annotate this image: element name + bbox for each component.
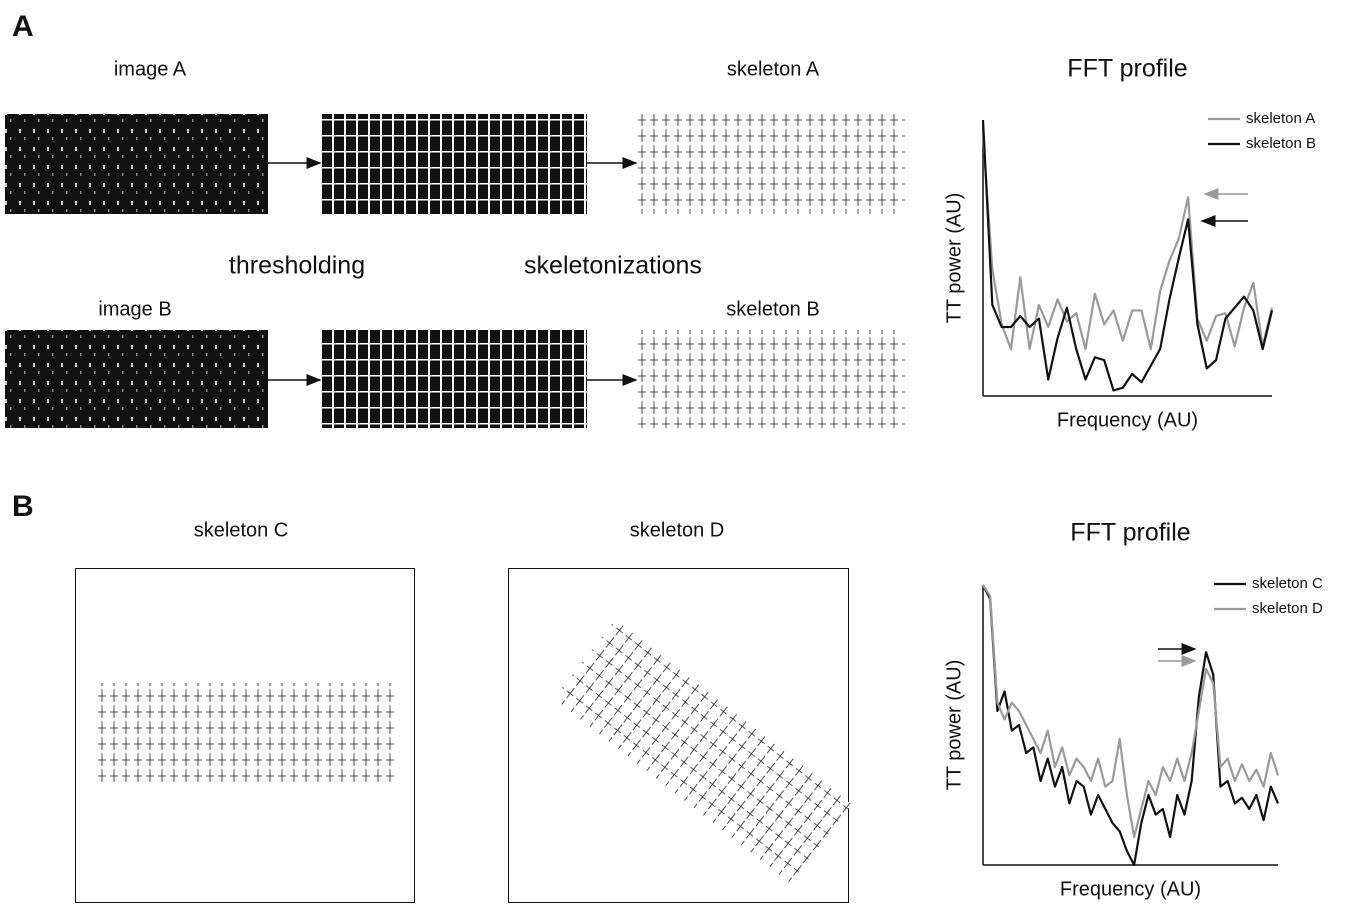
image-label: skeleton A	[727, 58, 820, 80]
y-axis-label: TT power (AU)	[943, 193, 965, 324]
legend-label: skeleton B	[1246, 135, 1316, 152]
image-label: skeleton D	[630, 519, 725, 541]
panel-label: B	[12, 490, 34, 523]
series-line	[982, 584, 1280, 839]
image	[553, 619, 852, 884]
x-axis-label: Frequency (AU)	[1057, 409, 1198, 431]
image	[322, 114, 587, 214]
image	[97, 683, 397, 783]
step-label: skeletonizations	[524, 252, 702, 280]
series-line	[981, 133, 1274, 351]
image-label: skeleton C	[194, 519, 289, 541]
image	[637, 330, 905, 428]
panel-label: A	[12, 10, 34, 43]
image-label: skeleton B	[726, 298, 819, 320]
x-axis-label: Frequency (AU)	[1060, 878, 1201, 900]
chart-title: FFT profile	[1070, 519, 1190, 547]
image	[5, 114, 268, 214]
legend-label: skeleton C	[1252, 575, 1323, 592]
image-label: image A	[114, 58, 187, 80]
image	[322, 330, 587, 428]
legend-label: skeleton A	[1246, 110, 1315, 127]
step-label: thresholding	[229, 252, 365, 280]
y-axis-label: TT power (AU)	[943, 660, 965, 791]
series-line	[982, 584, 1280, 867]
image-label: image B	[98, 298, 171, 320]
chart-title: FFT profile	[1067, 55, 1187, 83]
series-line	[981, 119, 1274, 392]
image	[637, 114, 905, 214]
legend-label: skeleton D	[1252, 600, 1323, 617]
image	[5, 330, 268, 428]
